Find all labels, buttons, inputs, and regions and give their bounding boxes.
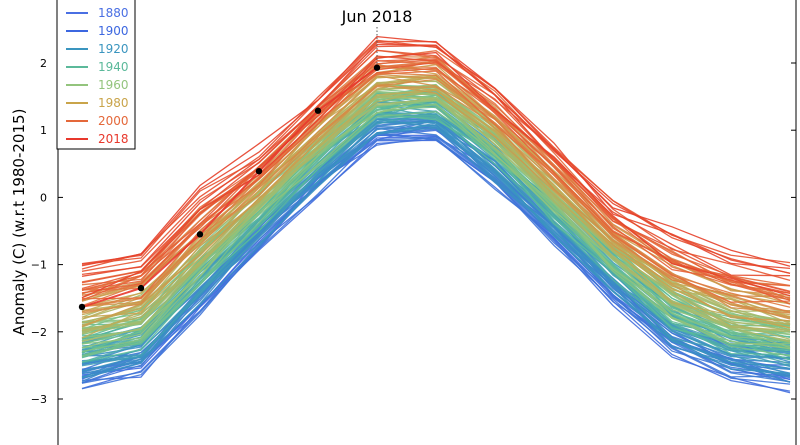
y-tick-label: −1 — [31, 259, 47, 272]
series-line-2001 — [81, 60, 791, 294]
legend-label: 2000 — [98, 114, 129, 128]
series-line-1993 — [81, 78, 791, 314]
series-line-2006 — [81, 67, 791, 305]
y-axis-label: Anomaly (C) (w.r.t 1980-2015) — [10, 109, 28, 336]
series-line-1932 — [81, 114, 791, 357]
legend-items: 1880 1900 1920 1940 1960 1980 2000 2018 — [66, 6, 129, 146]
legend-label: 2018 — [98, 132, 129, 146]
series-line-1996 — [81, 71, 791, 313]
series-line-1949 — [81, 98, 791, 345]
series-line-1984 — [81, 84, 791, 329]
series-line-1891 — [81, 137, 791, 384]
annotation-label: Jun 2018 — [341, 7, 413, 26]
highlight-point — [373, 64, 381, 71]
highlight-point — [78, 303, 86, 311]
plot-frame — [57, 0, 797, 445]
series-line-1987 — [81, 83, 791, 328]
legend-frame — [56, 0, 136, 150]
y-axis-ticks: −3 −2 −1 0 1 2 — [31, 57, 796, 406]
legend-label: 1960 — [98, 78, 129, 92]
highlight-points — [78, 64, 381, 311]
y-tick-label: −3 — [31, 393, 47, 406]
highlight-point — [314, 107, 322, 114]
highlight-point — [137, 284, 145, 292]
series-line-1888 — [81, 132, 791, 390]
series-line-2008 — [81, 61, 791, 294]
series-layer — [81, 35, 791, 394]
series-line-2010 — [81, 55, 791, 293]
y-tick-label: 0 — [40, 191, 47, 204]
series-line-1975 — [81, 88, 791, 332]
series-line-2009 — [81, 49, 791, 282]
series-line-2017 — [81, 35, 791, 267]
series-line-1937 — [81, 116, 791, 356]
series-line-2015 — [81, 43, 791, 270]
y-tick-label: 1 — [40, 124, 47, 137]
series-line-1962 — [81, 96, 791, 350]
legend-label: 1880 — [98, 6, 129, 20]
highlight-point — [196, 231, 204, 238]
y-tick-label: 2 — [40, 57, 47, 70]
series-line-2018 — [81, 66, 378, 308]
series-line-1958 — [81, 103, 791, 345]
legend-label: 1980 — [98, 96, 129, 110]
legend-label: 1900 — [98, 24, 129, 38]
series-line-2003 — [81, 50, 791, 287]
legend: 1880 1900 1920 1940 1960 1980 2000 2018 — [56, 0, 136, 150]
series-line-2016 — [81, 51, 791, 299]
legend-label: 1920 — [98, 42, 129, 56]
series-line-1913 — [81, 124, 791, 379]
series-line-1914 — [81, 121, 791, 372]
highlight-point — [255, 167, 263, 175]
legend-label: 1940 — [98, 60, 129, 74]
y-tick-label: −2 — [31, 326, 47, 339]
